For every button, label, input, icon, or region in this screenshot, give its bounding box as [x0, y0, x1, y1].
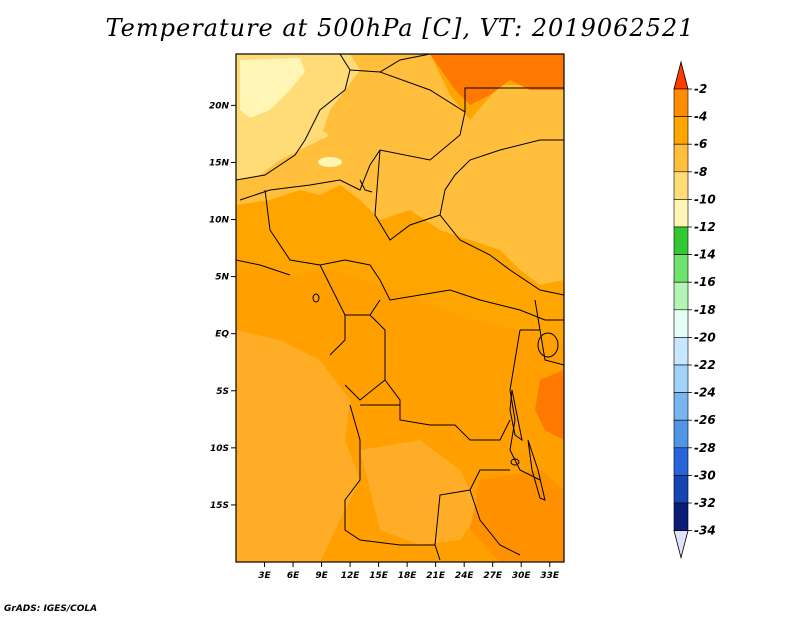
colorbar-label: -6 [694, 137, 707, 151]
lat-axis: 20N 15N 10N 5N EQ 5S 10S 15S [209, 101, 236, 511]
colorbar-label: -16 [694, 275, 716, 289]
colorbar-box [673, 171, 689, 200]
colorbar-box [673, 254, 689, 283]
colorbar-box [673, 199, 689, 228]
lon-tick-label: 18E [398, 571, 418, 581]
chart-title: Temperature at 500hPa [C], VT: 201906252… [105, 14, 695, 42]
map-frame [235, 53, 565, 563]
colorbar-label: -20 [694, 330, 716, 344]
country-borders [236, 54, 564, 561]
colorbar-label: -2 [694, 82, 707, 96]
colorbar-box [673, 143, 689, 173]
contour-band-minus2-minus4-east [535, 370, 564, 440]
colorbar-box [673, 281, 689, 311]
lon-tick-label: 3E [258, 571, 271, 581]
colorbar-label: -22 [694, 358, 716, 372]
lat-tick-label: EQ [215, 330, 229, 340]
contour-band-south-central [360, 440, 480, 545]
lon-tick-label: 6E [287, 571, 300, 581]
colorbar-label: -8 [694, 165, 707, 179]
colorbar-box [673, 116, 689, 145]
colorbar-label: -14 [694, 248, 716, 262]
map-area [236, 54, 564, 562]
lon-tick-label: 30E [512, 571, 532, 581]
contour-patch [318, 157, 342, 167]
colorbar-label: -18 [694, 303, 716, 317]
lon-tick-label: 24E [455, 571, 475, 581]
lat-tick-label: 15S [210, 501, 229, 511]
colorbar-label: -30 [694, 468, 716, 482]
colorbar-label: -28 [694, 441, 716, 455]
colorbar-label: -32 [694, 496, 716, 510]
lat-tick-label: 10N [209, 216, 230, 226]
contour-band-sw-ocean [236, 330, 360, 562]
lat-tick-label: 10S [210, 444, 229, 454]
colorbar-top-triangle [673, 60, 689, 90]
colorbar-box [673, 447, 689, 476]
colorbar-label: -34 [694, 524, 716, 538]
colorbar: -2 -4 -6 -8 -10 -12 -14 -16 -18 -20 -22 -24 -26 -28 -3… [673, 60, 716, 560]
lon-tick-label: 21E [426, 571, 446, 581]
colorbar-box [673, 475, 689, 504]
contour-patch [312, 131, 328, 139]
lon-tick-label: 12E [341, 571, 361, 581]
lon-tick-label: 33E [540, 571, 560, 581]
contour-band-minus2-minus4-se [470, 470, 564, 562]
colorbar-box [673, 88, 689, 117]
lat-tick-label: 5N [215, 273, 229, 283]
colorbar-label: -12 [694, 220, 716, 234]
colorbar-label: -10 [694, 192, 716, 206]
colorbar-box [673, 392, 689, 421]
lon-axis: 3E 6E 9E 12E 15E 18E 21E 24E 27E 30E 33E [258, 562, 560, 581]
lat-tick-label: 5S [216, 387, 229, 397]
lat-tick-label: 20N [209, 101, 230, 111]
colorbar-box [673, 337, 689, 366]
lat-tick-label: 15N [209, 158, 230, 168]
colorbar-label: -26 [694, 413, 716, 427]
colorbar-bottom-triangle [673, 530, 689, 560]
colorbar-box [673, 364, 689, 393]
colorbar-box [673, 502, 689, 531]
credit-text: GrADS: IGES/COLA [4, 604, 98, 614]
contour-band-minus2-minus4-ne [430, 54, 564, 105]
contour-band-minus10-minus12 [240, 58, 305, 118]
lon-tick-label: 27E [483, 571, 503, 581]
colorbar-label: -24 [694, 386, 716, 400]
lakes [312, 179, 559, 501]
colorbar-box [673, 226, 689, 255]
colorbar-label: -4 [694, 110, 707, 124]
lon-tick-label: 15E [369, 571, 389, 581]
colorbar-box [673, 419, 689, 449]
colorbar-box [673, 309, 689, 338]
lon-tick-label: 9E [315, 571, 328, 581]
